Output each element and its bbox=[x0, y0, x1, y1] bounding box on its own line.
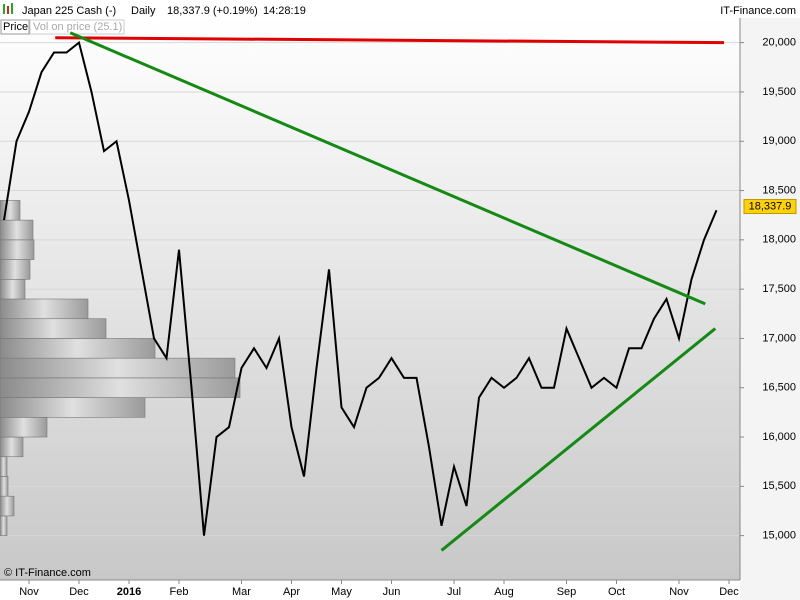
time: 14:28:19 bbox=[263, 5, 306, 17]
volume-profile-bar bbox=[0, 436, 24, 458]
y-tick-label: 16,000 bbox=[762, 431, 796, 443]
volume-profile-bar bbox=[0, 338, 156, 359]
quote: 18,337.9 (+0.19%) bbox=[167, 5, 258, 17]
y-tick-label: 17,500 bbox=[762, 283, 796, 295]
volume-profile-bar bbox=[0, 357, 236, 379]
y-tick-label: 15,500 bbox=[762, 480, 796, 492]
x-tick-label: 2016 bbox=[117, 586, 141, 598]
last-price-label: 18,337.9 bbox=[749, 200, 792, 212]
volume-profile-bar bbox=[0, 239, 35, 260]
x-tick-label: Jun bbox=[383, 586, 401, 598]
footer: © IT-Finance.com bbox=[4, 567, 91, 579]
y-tick-label: 18,000 bbox=[762, 234, 796, 246]
volume-profile-bar bbox=[0, 259, 31, 280]
volume-profile-bar bbox=[0, 318, 107, 339]
x-tick-label: Nov bbox=[19, 586, 39, 598]
period: Daily bbox=[131, 5, 156, 17]
y-tick-label: 20,000 bbox=[762, 37, 796, 49]
volume-profile-bar bbox=[0, 200, 21, 221]
tab-label[interactable]: Vol on price (25.1) bbox=[33, 21, 122, 33]
x-tick-label: Apr bbox=[283, 586, 300, 598]
plot-area bbox=[0, 18, 740, 580]
symbol: Japan 225 Cash (-) bbox=[22, 5, 116, 17]
last-price-box bbox=[743, 199, 797, 215]
y-tick-label: 17,000 bbox=[762, 332, 796, 344]
tab[interactable] bbox=[29, 19, 125, 35]
volume-profile-bar bbox=[0, 397, 146, 418]
x-tick-label: Aug bbox=[494, 586, 514, 598]
volume-profile-bar bbox=[0, 456, 8, 477]
x-tick-label: Oct bbox=[608, 586, 625, 598]
trendline bbox=[440, 327, 717, 552]
volume-profile-bar bbox=[0, 495, 15, 517]
x-tick-label: Sep bbox=[557, 586, 577, 598]
tab-label[interactable]: Price bbox=[3, 21, 28, 33]
volume-profile-bar bbox=[0, 298, 89, 320]
volume-profile-bar bbox=[0, 476, 9, 497]
x-tick-label: Jul bbox=[447, 586, 461, 598]
trendline bbox=[55, 36, 725, 45]
volume-profile-bar bbox=[0, 278, 26, 300]
volume-profile-bar bbox=[0, 219, 34, 241]
volume-profile-bar bbox=[0, 417, 48, 438]
y-tick-label: 19,500 bbox=[762, 86, 796, 98]
x-tick-label: Feb bbox=[170, 586, 189, 598]
price-line bbox=[3, 40, 718, 536]
y-tick-label: 18,500 bbox=[762, 184, 796, 196]
trendline bbox=[69, 31, 706, 306]
y-tick-label: 15,000 bbox=[762, 530, 796, 542]
brand: IT-Finance.com bbox=[720, 5, 796, 17]
y-tick-label: 19,000 bbox=[762, 135, 796, 147]
x-tick-label: Nov bbox=[669, 586, 689, 598]
x-tick-label: Dec bbox=[69, 586, 89, 598]
x-tick-label: Mar bbox=[232, 586, 251, 598]
volume-profile-bar bbox=[0, 377, 241, 398]
y-tick-label: 16,500 bbox=[762, 382, 796, 394]
y-axis-area bbox=[740, 18, 800, 600]
volume-profile-bar bbox=[0, 515, 8, 536]
x-tick-label: Dec bbox=[719, 586, 739, 598]
x-tick-label: May bbox=[331, 586, 352, 598]
icon bbox=[3, 3, 13, 14]
tab[interactable] bbox=[0, 19, 30, 35]
